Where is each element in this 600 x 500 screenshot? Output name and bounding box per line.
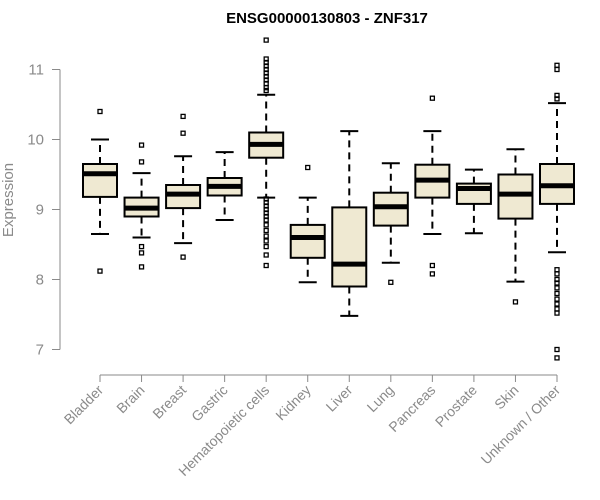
y-tick-label: 9 <box>36 202 44 219</box>
outlier-point <box>263 227 269 234</box>
outlier-point <box>554 296 560 302</box>
outlier-point <box>554 346 560 353</box>
outlier-point <box>97 268 103 274</box>
x-tick-label: Bladder <box>61 382 107 428</box>
box-gastric <box>206 151 243 221</box>
box-unknown-other <box>539 62 575 361</box>
outlier-point <box>263 87 269 94</box>
outlier-point <box>263 37 269 43</box>
outlier-point <box>554 290 560 297</box>
outlier-point <box>180 130 186 136</box>
outlier-point <box>429 262 436 269</box>
iqr-box <box>331 206 368 288</box>
outlier-point <box>388 279 394 285</box>
outlier-point <box>263 217 269 223</box>
outlier-point <box>180 254 186 260</box>
outlier-point <box>554 66 560 73</box>
x-tick-label: Breast <box>149 382 189 422</box>
outlier-point <box>429 95 436 101</box>
outlier-point <box>305 164 311 171</box>
outlier-point <box>263 233 269 239</box>
outlier-point <box>554 301 560 307</box>
x-tick-label: Lung <box>364 382 397 415</box>
iqr-box <box>289 223 326 259</box>
box-skin <box>497 148 534 305</box>
outlier-point <box>554 285 560 291</box>
box-kidney <box>289 164 326 284</box>
outlier-point <box>429 271 436 277</box>
outlier-point <box>138 250 145 256</box>
outlier-point <box>263 238 269 244</box>
outlier-point <box>138 142 145 148</box>
box-lung <box>372 162 409 285</box>
outlier-point <box>554 96 560 102</box>
box-bladder <box>82 108 118 274</box>
chart-title: ENSG00000130803 - ZNF317 <box>226 10 428 27</box>
outlier-point <box>180 113 186 120</box>
outlier-point <box>263 80 269 87</box>
y-tick-label: 11 <box>28 62 44 79</box>
x-tick-label: Unknown / Other <box>478 382 564 468</box>
outlier-point <box>554 271 560 277</box>
outlier-point <box>554 62 560 68</box>
outlier-point <box>138 243 145 250</box>
outlier-point <box>97 108 103 115</box>
x-tick-label: Kidney <box>272 382 314 424</box>
y-axis-label: Expression <box>0 163 17 237</box>
outlier-point <box>263 85 269 91</box>
outlier-point <box>554 267 560 273</box>
box-brain <box>123 142 160 270</box>
box-liver <box>331 130 368 317</box>
iqr-box <box>82 163 118 198</box>
outlier-point <box>554 280 560 286</box>
x-tick-label: Prostate <box>432 382 480 430</box>
outlier-point <box>263 243 269 250</box>
outlier-point <box>138 159 145 165</box>
outlier-point <box>554 355 560 361</box>
box-prostate <box>455 168 492 235</box>
outlier-point <box>554 306 560 312</box>
x-tick-label: Brain <box>113 382 147 416</box>
y-axis: 7 8 9 10 11 <box>27 62 61 359</box>
box-hematopoietic-cells <box>248 37 285 269</box>
y-tick-label: 8 <box>36 272 44 289</box>
box-series <box>82 37 575 361</box>
y-tick-label: 7 <box>36 342 44 359</box>
outlier-point <box>138 264 145 270</box>
outlier-point <box>512 299 519 305</box>
box-breast <box>165 113 202 260</box>
outlier-point <box>554 310 560 316</box>
x-tick-label: Skin <box>491 382 522 413</box>
box-pancreas <box>414 95 451 277</box>
outlier-point <box>263 262 269 269</box>
y-tick-label: 10 <box>27 132 44 149</box>
x-tick-label: Liver <box>323 382 356 415</box>
outlier-point <box>263 252 269 258</box>
outlier-point <box>263 222 269 228</box>
